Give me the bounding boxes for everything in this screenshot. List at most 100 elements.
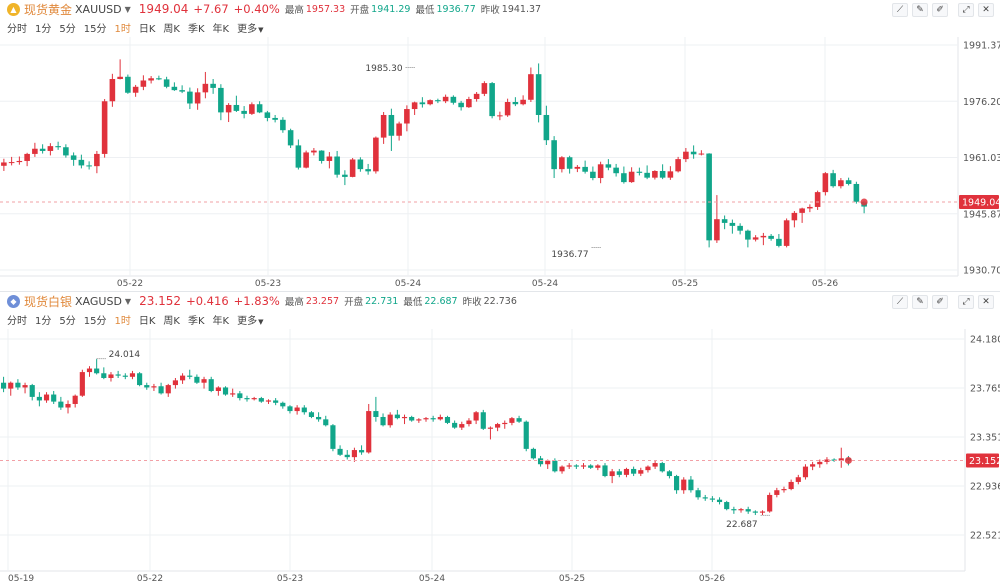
chevron-down-icon[interactable]: ▼ [124, 296, 132, 306]
time-tick-label: 05-23 [255, 279, 281, 289]
candle [435, 98, 441, 104]
gold-candlestick-chart[interactable]: 1991.37 1976.20 1961.03 1945.87 1930.70 05-22… [0, 0, 1000, 291]
gold-high-value: 1957.33 [305, 3, 346, 15]
silver-chart-toolbar: ⟋ ✎ ✐ ⤢ ✕ [892, 295, 994, 309]
draw-tool-icon[interactable]: ✐ [932, 295, 948, 309]
gold-high-label: 最高 [284, 5, 304, 16]
period-tab[interactable]: 更多▼ [237, 315, 264, 327]
candle [745, 229, 751, 248]
silver-symbol-name[interactable]: 现货白银 [24, 294, 73, 309]
candle [480, 409, 486, 430]
gold-open-label: 开盘 [350, 5, 370, 16]
price-tick-label: 1930.70 [963, 266, 1000, 277]
candle [129, 370, 136, 380]
candle [63, 144, 69, 158]
period-tab[interactable]: 5分 [59, 315, 76, 327]
candle [644, 165, 650, 180]
pen-tool-icon[interactable]: ✎ [912, 295, 928, 309]
candle [308, 411, 315, 419]
candle [330, 424, 336, 452]
candle [566, 463, 572, 469]
candle [416, 418, 422, 423]
silver-candlestick-chart[interactable]: 24.180 23.765 23.351 22.936 22.521 05-19 05-22… [0, 292, 1000, 584]
period-tab[interactable]: 周K [163, 23, 180, 35]
candle [822, 172, 829, 196]
candle [273, 398, 279, 406]
period-tab[interactable]: 1分 [35, 315, 52, 327]
candle [810, 461, 816, 471]
candle [210, 79, 216, 94]
gold-symbol-code[interactable]: XAUUSD [75, 2, 122, 16]
period-tab[interactable]: 1时 [114, 23, 131, 35]
chevron-down-icon[interactable]: ▼ [124, 4, 131, 14]
candle [8, 381, 14, 396]
candle [265, 399, 272, 404]
candle [738, 507, 744, 513]
candle [208, 376, 214, 393]
candle [70, 152, 77, 166]
period-tab[interactable]: 15分 [83, 315, 107, 327]
period-tab[interactable]: 季K [187, 23, 205, 35]
silver-period-tabs: 分时 1分 5分 15分 1时 日K 周K 季K 年K 更多▼ [0, 310, 264, 328]
silver-symbol-code[interactable]: XAGUSD [75, 294, 122, 308]
candle [140, 75, 147, 91]
period-tab[interactable]: 分时 [7, 23, 27, 35]
candle [1, 376, 7, 393]
candle [760, 232, 767, 246]
candle [295, 139, 302, 170]
silver-high-label: 最高 [284, 297, 304, 308]
price-tick-label: 24.180 [970, 335, 1000, 346]
current-price-tag-label: 23.152 [969, 456, 1000, 467]
line-tool-icon[interactable]: ⟋ [892, 295, 908, 309]
candle [824, 457, 830, 465]
expand-icon[interactable]: ⤢ [958, 3, 974, 17]
silver-low-label: 最低 [403, 297, 423, 308]
expand-icon[interactable]: ⤢ [958, 295, 974, 309]
draw-tool-icon[interactable]: ✐ [932, 3, 948, 17]
candle [545, 459, 551, 469]
period-tab[interactable]: 日K [138, 315, 156, 327]
current-price-tag-label: 1949.04 [962, 197, 1000, 208]
candle [179, 373, 186, 384]
period-tab[interactable]: 周K [163, 315, 180, 327]
price-tick-label: 23.351 [970, 433, 1000, 444]
candle [582, 160, 588, 174]
gold-symbol-name[interactable]: 现货黄金 [24, 2, 73, 17]
price-tick-label: 1961.03 [963, 153, 1000, 164]
candle [702, 494, 708, 501]
period-tab[interactable]: 日K [138, 23, 156, 35]
candle [737, 223, 743, 235]
candle [22, 382, 28, 394]
collapse-icon[interactable]: ✕ [978, 3, 994, 17]
candle [675, 156, 681, 173]
candle [452, 420, 458, 429]
price-tick-label: 22.936 [970, 482, 1000, 493]
candle [731, 506, 737, 514]
silver-open-value: 22.731 [365, 295, 399, 307]
candle [72, 394, 78, 408]
period-tab[interactable]: 年K [212, 315, 230, 327]
period-tab[interactable]: 分时 [7, 315, 27, 327]
candle [580, 463, 587, 469]
candle [609, 468, 615, 484]
candle [132, 84, 139, 97]
period-tab[interactable]: 1时 [114, 315, 131, 327]
candle [404, 105, 410, 132]
pen-tool-icon[interactable]: ✎ [912, 3, 928, 17]
collapse-icon[interactable]: ✕ [978, 295, 994, 309]
candle [32, 142, 38, 157]
period-tab[interactable]: 季K [187, 315, 205, 327]
line-tool-icon[interactable]: ⟋ [892, 3, 908, 17]
candle [681, 477, 687, 494]
period-tab[interactable]: 1分 [35, 23, 52, 35]
candle [318, 150, 325, 164]
period-tab[interactable]: 15分 [83, 23, 107, 35]
candle [788, 479, 794, 491]
candle [574, 165, 581, 173]
period-tab[interactable]: 5分 [59, 23, 76, 35]
period-tab[interactable]: 年K [212, 23, 230, 35]
candle [47, 143, 54, 156]
candle [745, 506, 751, 514]
candle [791, 211, 798, 228]
period-tab[interactable]: 更多▼ [237, 23, 264, 35]
